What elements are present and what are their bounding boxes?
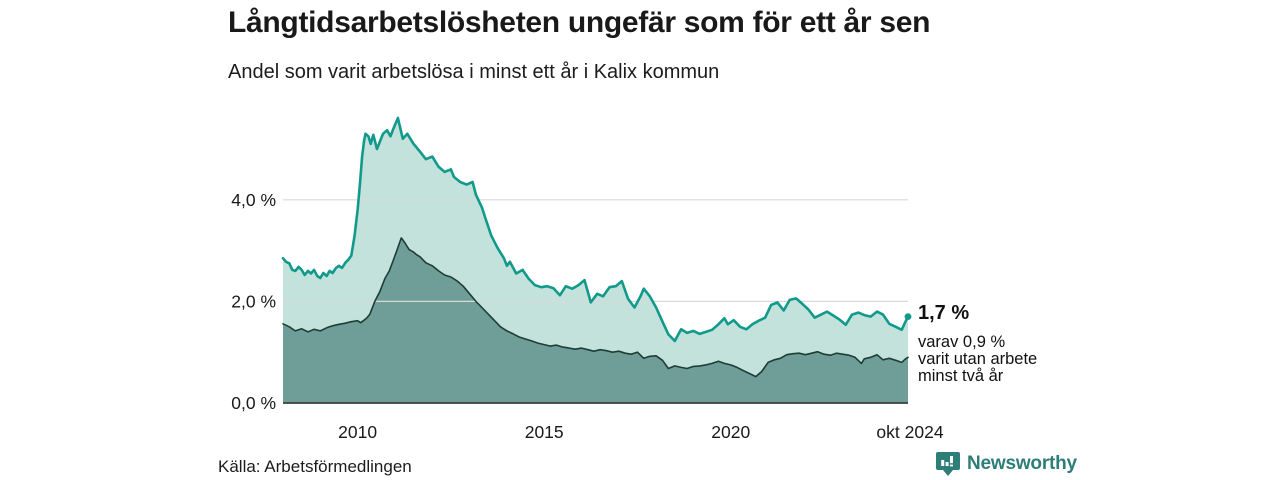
- annotation-line-1: varav 0,9 %: [918, 333, 1006, 351]
- y-tick-label: 2,0 %: [231, 291, 276, 311]
- x-tick-label: 2020: [711, 422, 750, 442]
- x-tick-label: 2015: [525, 422, 564, 442]
- page-title: Långtidsarbetslösheten ungefär som för e…: [228, 6, 931, 39]
- y-tick-label: 0,0 %: [231, 393, 276, 413]
- newsworthy-logo: Newsworthy: [936, 451, 1077, 476]
- y-tick-label: 4,0 %: [231, 190, 276, 210]
- area-fill-unemployed-two-years: [283, 237, 908, 403]
- x-tick-label: okt 2024: [876, 422, 943, 442]
- logo-wordmark: Newsworthy: [967, 452, 1077, 474]
- newsworthy-bar-chart-icon: [936, 452, 960, 476]
- x-tick-label: 2010: [338, 422, 377, 442]
- latest-value-label: 1,7 %: [918, 302, 970, 324]
- annotation-line-2: varit utan arbete: [918, 350, 1038, 368]
- page-subtitle: Andel som varit arbetslösa i minst ett å…: [228, 61, 720, 83]
- line-unemployed-one-year: [281, 116, 910, 343]
- end-value-annotation: 1,7 % varav 0,9 % varit utan arbete mins…: [918, 303, 1068, 385]
- source-attribution: Källa: Arbetsförmedlingen: [218, 457, 412, 476]
- line-end-dot: [904, 313, 912, 321]
- annotation-line-3: minst två år: [918, 367, 1004, 385]
- line-unemployed-two-years: [282, 237, 909, 378]
